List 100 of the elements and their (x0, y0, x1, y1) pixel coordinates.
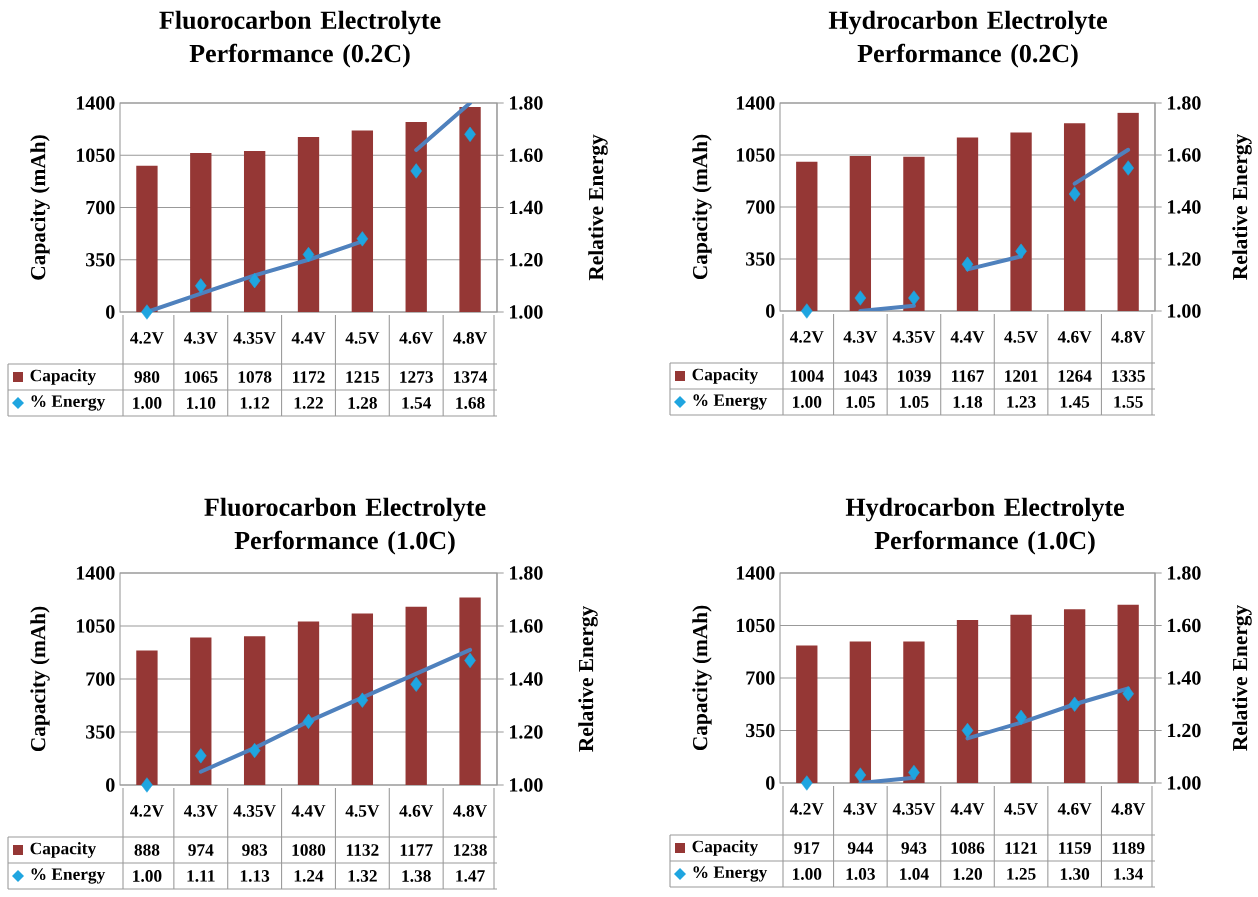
x-tick-label: 4.6V (1057, 331, 1092, 343)
data-label: 974 (188, 844, 214, 856)
legend-label: Capacity (692, 840, 758, 856)
x-tick-label: 4.5V (1004, 331, 1038, 343)
y-axis-title: Capacity (mAh) (30, 135, 50, 280)
bar (796, 645, 818, 783)
bar (903, 156, 925, 311)
x-tick-label: 4.3V (843, 803, 878, 815)
chart-title: Hydrocarbon Electrolyte Performance (1.0C) (845, 497, 1124, 555)
bar (459, 597, 481, 785)
data-label: 1.20 (953, 868, 982, 880)
point (1015, 709, 1027, 725)
data-label: 1.04 (900, 868, 929, 880)
bar (243, 151, 266, 312)
y2-tick-label: 1.00 (509, 778, 543, 792)
x-tick-label: 4.8V (1111, 803, 1146, 815)
bar (136, 165, 158, 312)
data-label: 980 (134, 371, 160, 383)
y2-tick-label: 1.80 (1167, 566, 1201, 580)
x-tick-label: 4.5V (1004, 803, 1038, 815)
y2-tick-label: 1.80 (509, 96, 543, 110)
bar (190, 153, 212, 312)
y2-tick-label: 1.20 (509, 725, 543, 739)
point (1015, 243, 1027, 259)
point (410, 676, 422, 692)
bar (351, 130, 374, 312)
y2-tick-label: 1.00 (1167, 776, 1201, 790)
y2-tick-label: 1.60 (509, 619, 543, 633)
chart-title: Fluorocarbon Electrolyte Performance (1.0C) (204, 497, 486, 555)
data-label: 1086 (951, 842, 985, 854)
y-axis-title: Capacity (mAh) (692, 134, 712, 280)
bar (297, 621, 320, 785)
x-tick-label: 4.35V (233, 805, 276, 817)
data-label: 1.00 (793, 868, 822, 880)
y-tick-label: 0 (766, 304, 775, 318)
data-label: 1.38 (402, 870, 431, 882)
data-label: 1.13 (240, 870, 270, 882)
y-tick-label: 0 (106, 778, 115, 792)
point (801, 775, 813, 791)
y-tick-label: 1050 (736, 618, 775, 633)
point (854, 767, 867, 783)
data-label: 1374 (454, 371, 488, 383)
point (854, 290, 867, 306)
x-tick-label: 4.6V (399, 332, 434, 344)
chart-title: Hydrocarbon Electrolyte Performance (0.2C) (828, 10, 1107, 68)
x-tick-label: 4.5V (345, 805, 380, 817)
y-tick-label: 1400 (736, 96, 775, 110)
legend-label: Capacity (692, 368, 758, 384)
y-tick-label: 350 (746, 723, 775, 738)
y2-axis-title: Relative Energy (578, 606, 598, 752)
x-tick-label: 4.35V (892, 331, 936, 343)
y-tick-label: 350 (86, 252, 115, 267)
y-tick-label: 700 (746, 671, 775, 685)
x-tick-label: 4.3V (183, 332, 218, 344)
point (801, 303, 813, 319)
data-label: 888 (134, 844, 160, 856)
legend-label: % Energy (693, 394, 768, 410)
point (1068, 186, 1081, 202)
data-label: 1177 (400, 844, 433, 856)
y2-tick-label: 1.60 (1167, 618, 1201, 633)
y2-tick-label: 1.40 (509, 200, 543, 215)
x-tick-label: 4.8V (453, 332, 487, 344)
point (195, 748, 207, 764)
y-tick-label: 700 (746, 200, 775, 214)
point (464, 652, 476, 669)
legend-label: % Energy (31, 395, 106, 411)
legend-label: % Energy (693, 866, 768, 882)
x-tick-label: 4.2V (130, 332, 164, 344)
data-label: 1039 (897, 370, 931, 382)
y2-axis-title: Relative Energy (588, 134, 608, 281)
point (141, 304, 153, 320)
x-tick-label: 4.4V (291, 332, 326, 344)
data-label: 1335 (1112, 370, 1145, 382)
point (195, 278, 207, 294)
bar (956, 137, 979, 311)
bar (1010, 132, 1032, 311)
y-axis-title: Capacity (mAh) (30, 606, 50, 752)
x-tick-label: 4.4V (950, 331, 985, 343)
y2-tick-label: 1.40 (1167, 200, 1201, 214)
bar (796, 161, 818, 311)
data-label: 1.18 (953, 396, 983, 408)
point (141, 777, 153, 793)
data-label: 1264 (1058, 370, 1092, 382)
data-label: 1.10 (187, 397, 216, 409)
point (961, 722, 974, 739)
x-tick-label: 4.2V (130, 805, 164, 817)
bar (849, 641, 872, 783)
bar (1010, 614, 1032, 783)
y2-tick-label: 1.40 (1167, 671, 1201, 685)
data-label: 1215 (346, 371, 380, 383)
data-label: 1.25 (1007, 868, 1036, 880)
point (302, 246, 315, 263)
point (302, 713, 315, 729)
data-label: 1167 (952, 370, 984, 382)
data-label: 1.45 (1060, 396, 1090, 408)
data-label: 1.23 (1007, 396, 1036, 408)
bar (405, 606, 427, 785)
data-label: 1159 (1059, 842, 1091, 854)
data-label: 983 (242, 844, 268, 856)
data-label: 1.30 (1060, 868, 1090, 880)
